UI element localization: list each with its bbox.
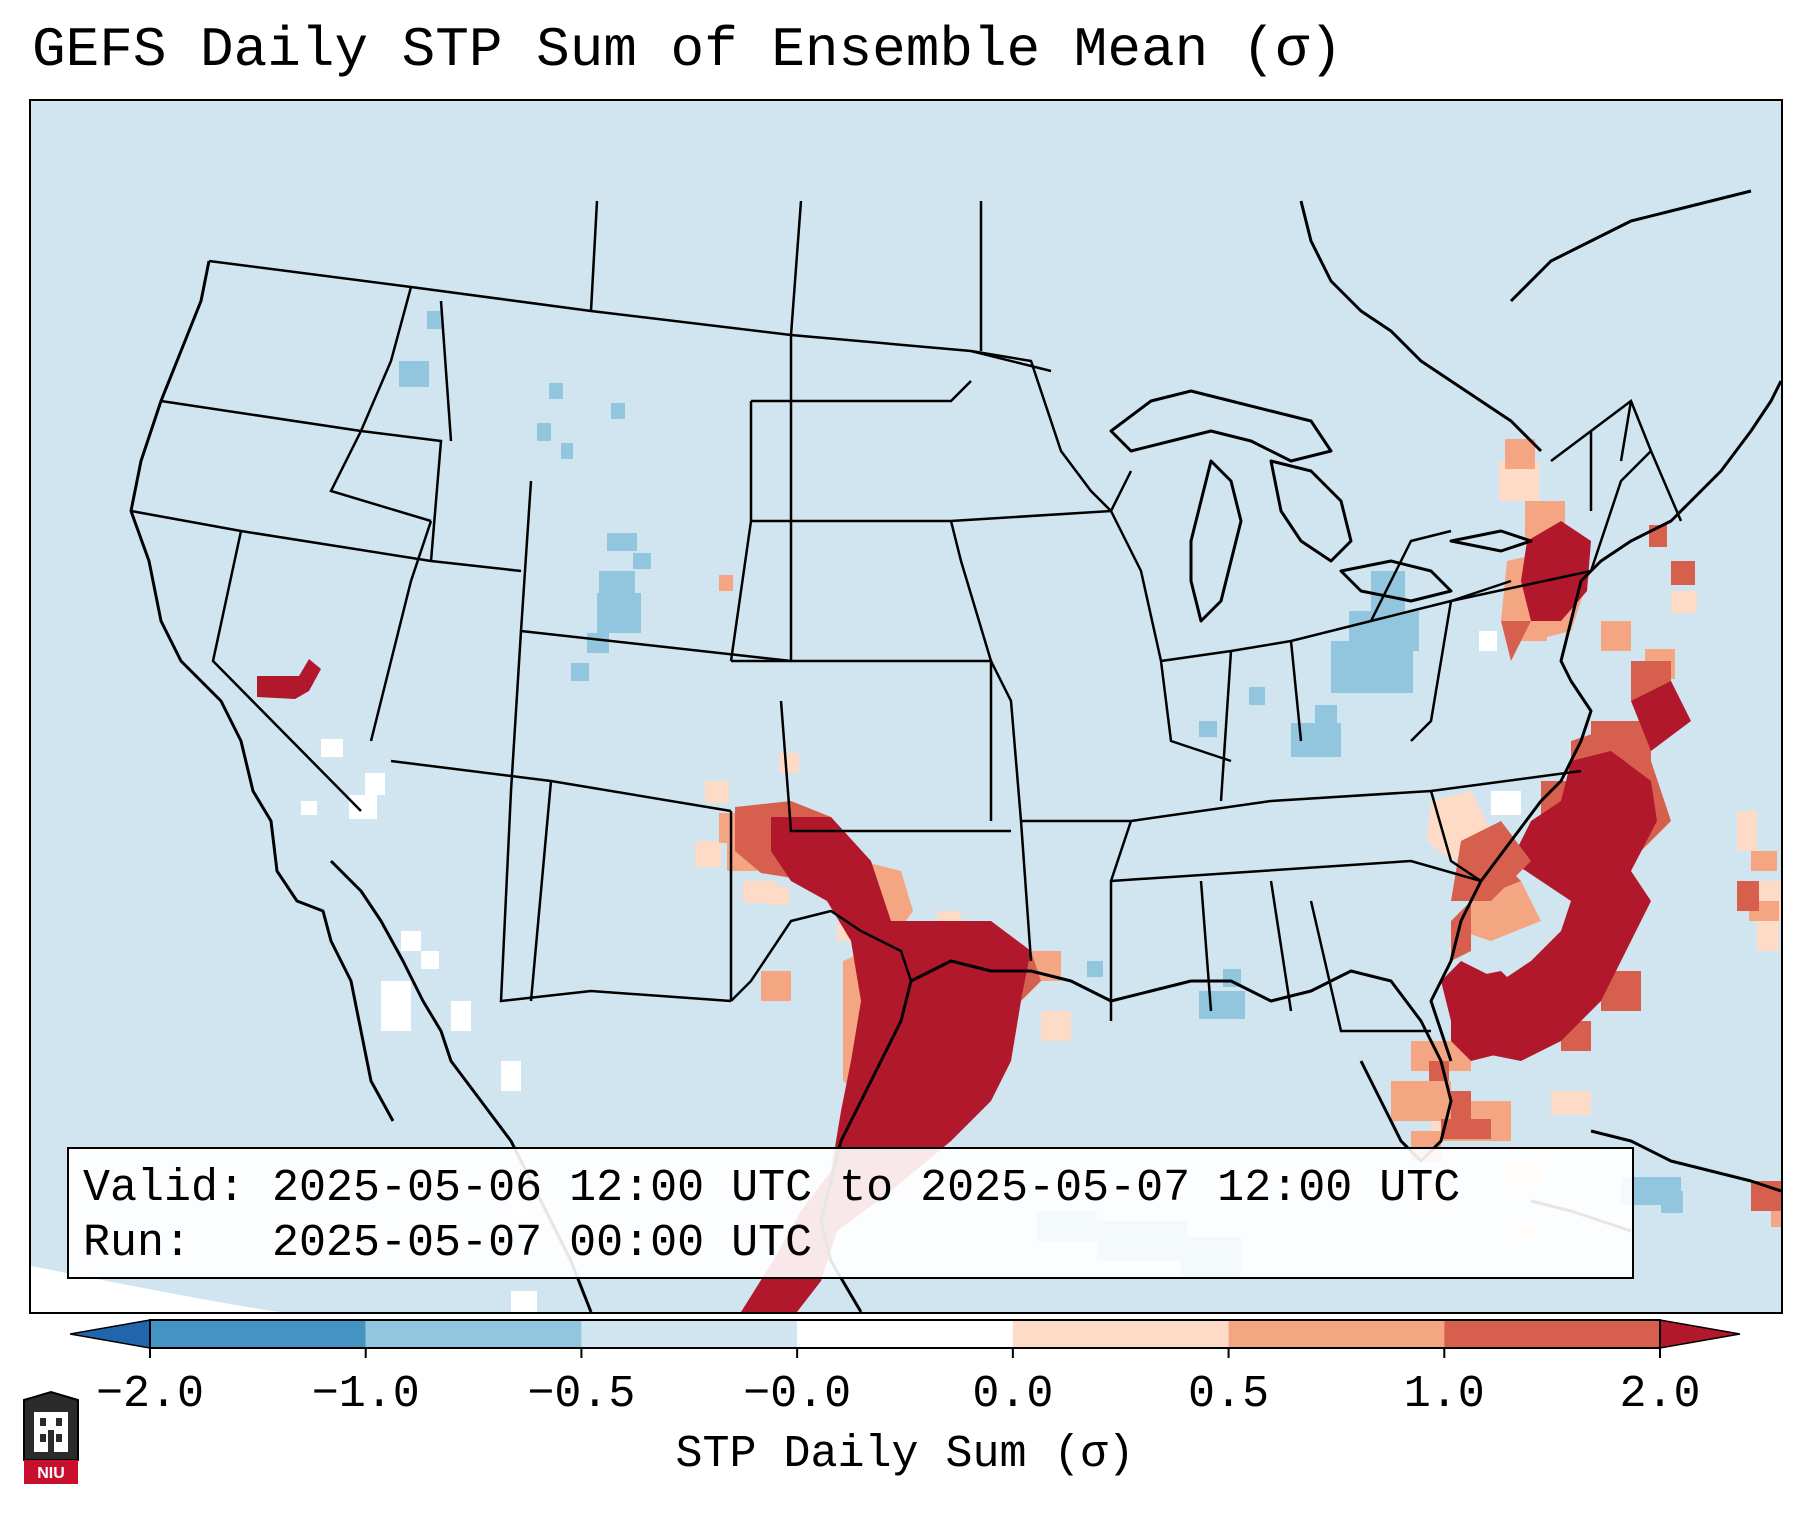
colorbar-bin <box>797 1320 1013 1348</box>
validity-info-box: Valid: 2025-05-06 12:00 UTC to 2025-05-0… <box>67 1147 1634 1279</box>
colorbar-bin <box>150 1320 366 1348</box>
colorbar-tick-label: 1.0 <box>1403 1369 1485 1420</box>
colorbar-tick-label: 0.5 <box>1188 1369 1270 1420</box>
colorbar-bin <box>365 1320 582 1348</box>
colorbar-tick-label: −1.0 <box>311 1369 420 1420</box>
niu-logo: NIU <box>20 1390 82 1490</box>
colorbar-tick-label: 2.0 <box>1619 1369 1701 1420</box>
colorbar-outline <box>149 1319 1661 1349</box>
colorbar-graphic <box>70 1319 1740 1358</box>
map-frame[interactable] <box>29 99 1783 1314</box>
chart-title: GEFS Daily STP Sum of Ensemble Mean (σ) <box>32 18 1343 82</box>
colorbar-tick-label: −2.0 <box>95 1369 205 1420</box>
colorbar-tick-label: −0.0 <box>743 1369 852 1420</box>
colorbar-extend-high <box>1659 1319 1740 1349</box>
map-canvas <box>31 101 1781 1312</box>
colorbar-tick-label: −0.5 <box>527 1369 636 1420</box>
valid-line: Valid: 2025-05-06 12:00 UTC to 2025-05-0… <box>83 1163 1461 1214</box>
outside-domain <box>31 1266 281 1312</box>
run-line: Run: 2025-05-07 00:00 UTC <box>83 1218 813 1269</box>
colorbar-bin <box>1228 1320 1445 1348</box>
positive-anomaly-texas <box>735 801 1041 1312</box>
colorbar: −2.0 −1.0 −0.5 −0.0 0.0 0.5 1.0 2.0 STP Daily S… <box>70 1314 1740 1514</box>
colorbar-label: STP Daily Sum (σ) <box>675 1429 1135 1480</box>
positive-anomaly-east <box>1427 521 1691 1061</box>
colorbar-bin <box>1012 1320 1229 1348</box>
colorbar-extend-low <box>70 1319 151 1349</box>
logo-text: NIU <box>37 1465 65 1482</box>
colorbar-tick-label: 0.0 <box>972 1369 1054 1420</box>
colorbar-bin <box>1444 1320 1660 1348</box>
positive-anomaly-nevada <box>257 659 321 699</box>
colorbar-bin <box>581 1320 798 1348</box>
slight-positive-cells <box>695 461 1781 1241</box>
state-borders <box>130 200 1683 1033</box>
